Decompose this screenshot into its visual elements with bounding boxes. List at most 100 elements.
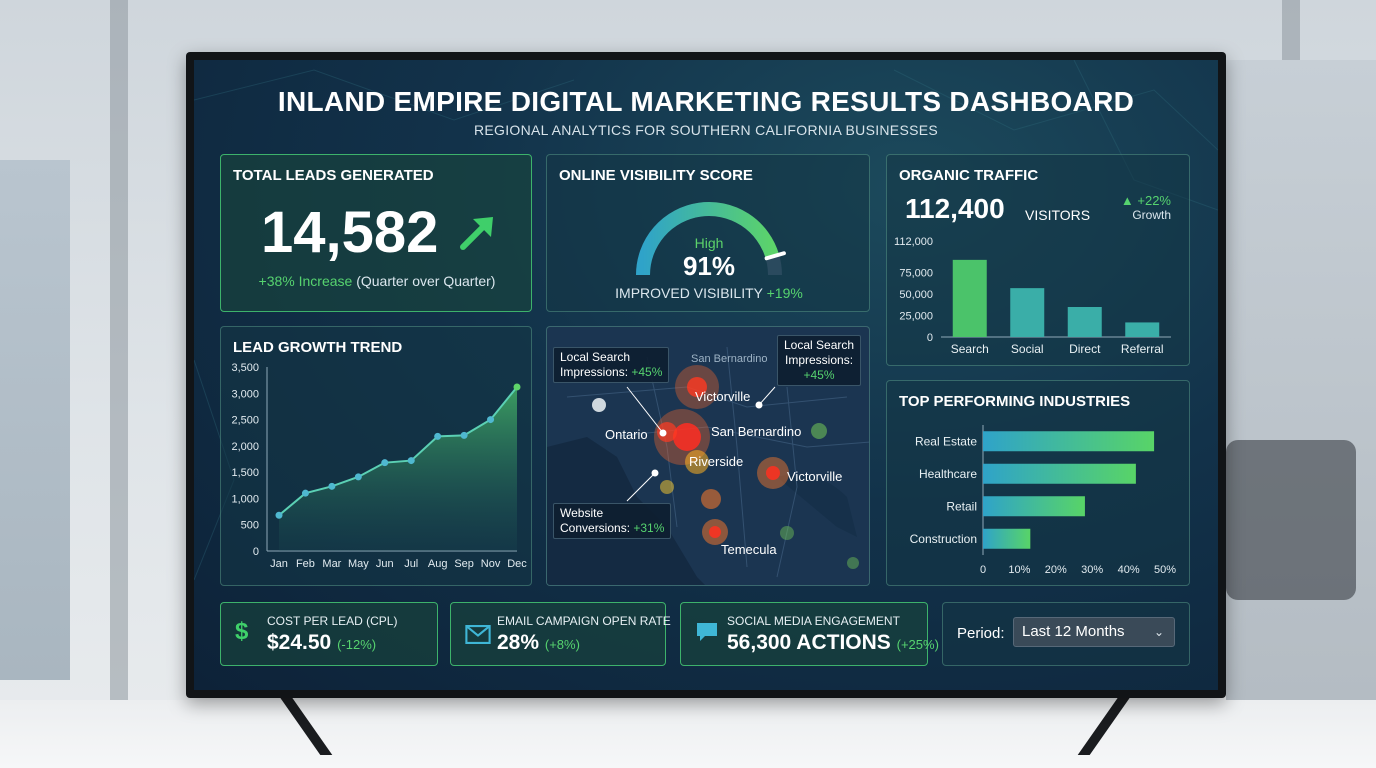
- chevron-down-icon: ⌄: [1153, 625, 1164, 639]
- industry-bar: [983, 463, 1136, 484]
- trend-up-arrow-icon: [460, 217, 493, 250]
- kpi-value: $24.50 (-12%): [267, 631, 376, 655]
- y-tick-label: 0: [927, 332, 933, 344]
- total-leads-value: 14,582: [261, 200, 439, 265]
- city-label: Riverside: [689, 454, 744, 469]
- y-tick-label: 3,500: [231, 362, 259, 374]
- callout-line: Local Search: [560, 350, 631, 364]
- chat-bubble-icon: [697, 623, 717, 641]
- visibility-score: 91%: [682, 251, 736, 281]
- cost-per-lead-card: $ COST PER LEAD (CPL) $24.50 (-12%): [220, 602, 438, 666]
- x-tick-label: Social: [1011, 342, 1044, 356]
- card-title: ORGANIC TRAFFIC: [899, 167, 1039, 184]
- organic-bar: [1067, 307, 1102, 337]
- city-label: San Bernardino: [691, 353, 768, 365]
- organic-bar: [1010, 288, 1045, 337]
- y-tick-label: 0: [253, 546, 259, 558]
- tv-frame: INLAND EMPIRE DIGITAL MARKETING RESULTS …: [186, 52, 1226, 698]
- period-selected-value: Last 12 Months: [1022, 623, 1125, 640]
- industry-bar: [983, 431, 1155, 452]
- lead-trend-point: [407, 457, 415, 465]
- organic-growth: ▲ +22% Growth: [1121, 193, 1171, 223]
- callout-line: Website: [560, 506, 604, 520]
- card-title: LEAD GROWTH TREND: [233, 339, 403, 356]
- leads-change-text: +38% Increase (Quarter over Quarter): [221, 273, 533, 289]
- y-tick-label: 75,000: [899, 268, 933, 280]
- y-tick-label: 112,000: [894, 236, 933, 248]
- office-chair: [1226, 440, 1356, 600]
- city-label: Victorville: [695, 389, 751, 404]
- visibility-footer-label: IMPROVED VISIBILITY: [615, 285, 763, 301]
- callout-label: Impressions:: [785, 353, 854, 367]
- dashboard-subtitle: REGIONAL ANALYTICS FOR SOUTHERN CALIFORN…: [474, 122, 938, 138]
- leads-period: (Quarter over Quarter): [356, 273, 496, 289]
- callout-change: +31%: [633, 521, 665, 535]
- x-tick-label: Dec: [507, 558, 527, 570]
- x-tick-label: Nov: [481, 558, 501, 570]
- y-tick-label: 500: [241, 520, 259, 532]
- x-tick-label: 40%: [1118, 564, 1140, 576]
- lead-growth-card: LEAD GROWTH TREND 3,500 3,000 2,500 2,000 1,…: [220, 326, 532, 586]
- organic-traffic-chart: 112,000 75,000 50,000 25,000 0 Search Social Di…: [894, 236, 1171, 356]
- organic-growth-value: ▲ +22%: [1120, 193, 1171, 208]
- office-pillar: [110, 0, 128, 720]
- y-tick-label: 1,000: [231, 493, 259, 505]
- card-title: TOTAL LEADS GENERATED: [233, 167, 434, 184]
- x-tick-label: Aug: [428, 558, 448, 570]
- card-title: TOP PERFORMING INDUSTRIES: [899, 393, 1131, 410]
- x-tick-label: Search: [951, 342, 989, 356]
- x-tick-label: Direct: [1069, 342, 1101, 356]
- lead-growth-chart: 3,500 3,000 2,500 2,000 1,500 1,000 500 0 Jan Feb…: [231, 362, 527, 570]
- lead-trend-point: [275, 511, 283, 519]
- dashboard-screen: INLAND EMPIRE DIGITAL MARKETING RESULTS …: [194, 60, 1218, 690]
- lead-trend-point: [487, 416, 495, 424]
- visibility-level: High: [694, 235, 724, 251]
- y-tick-label: Real Estate: [915, 434, 977, 448]
- organic-bar: [1125, 322, 1160, 337]
- x-tick-label: Jul: [404, 558, 418, 570]
- kpi-label: SOCIAL MEDIA ENGAGEMENT: [727, 614, 900, 628]
- visibility-change: +19%: [766, 285, 803, 301]
- organic-traffic-unit: VISITORS: [1025, 207, 1091, 223]
- total-leads-card: TOTAL LEADS GENERATED 14,582 +38% Increa…: [220, 154, 532, 312]
- kpi-change: (-12%): [337, 637, 377, 652]
- period-select[interactable]: Last 12 Months ⌄: [1013, 617, 1175, 647]
- callout-line: Impressions: +45%: [560, 365, 662, 380]
- period-label: Period:: [957, 625, 1005, 642]
- kpi-label: COST PER LEAD (CPL): [267, 614, 398, 628]
- regional-heat-map[interactable]: San Bernardino Victorville Ontario San B…: [546, 326, 870, 586]
- x-tick-label: Jun: [376, 558, 394, 570]
- visibility-gauge: [636, 202, 786, 276]
- x-tick-label: Feb: [296, 558, 315, 570]
- lead-trend-point: [460, 431, 468, 439]
- kpi-value-text: 56,300 ACTIONS: [727, 631, 891, 654]
- map-callout-impressions: Local Search Impressions: +45%: [777, 335, 862, 386]
- city-label: Victorville: [787, 469, 843, 484]
- lead-trend-point: [354, 473, 362, 481]
- x-tick-label: 20%: [1045, 564, 1067, 576]
- industry-bar: [983, 496, 1085, 517]
- organic-growth-label: Growth: [1132, 208, 1171, 222]
- y-tick-label: 2,000: [231, 441, 259, 453]
- city-label: Temecula: [721, 542, 777, 557]
- leads-change: +38% Increase: [258, 273, 353, 289]
- social-engagement-card: SOCIAL MEDIA ENGAGEMENT 56,300 ACTIONS (…: [680, 602, 939, 666]
- x-tick-label: 0: [980, 564, 986, 576]
- callout-change: +45%: [803, 368, 835, 382]
- lead-trend-line: [278, 386, 518, 517]
- city-label: San Bernardino: [711, 424, 802, 439]
- y-tick-label: Retail: [946, 499, 977, 513]
- organic-bar: [952, 259, 987, 337]
- city-label: Ontario: [605, 427, 648, 442]
- callout-line: Local Search: [784, 338, 855, 352]
- kpi-label: EMAIL CAMPAIGN OPEN RATE: [497, 614, 671, 628]
- x-tick-label: Jan: [270, 558, 288, 570]
- visibility-score-card: ONLINE VISIBILITY SCORE High 91% IMPROVE…: [546, 154, 870, 312]
- kpi-value-text: $24.50: [267, 631, 332, 654]
- top-industries-chart: Real Estate Healthcare Retail Construction 0…: [910, 425, 1176, 576]
- table-surface: [0, 700, 1376, 768]
- envelope-icon: [465, 625, 491, 644]
- x-tick-label: 30%: [1081, 564, 1103, 576]
- map-callout-conversions: Website Conversions: +31%: [553, 503, 672, 539]
- y-tick-label: 1,500: [231, 467, 259, 479]
